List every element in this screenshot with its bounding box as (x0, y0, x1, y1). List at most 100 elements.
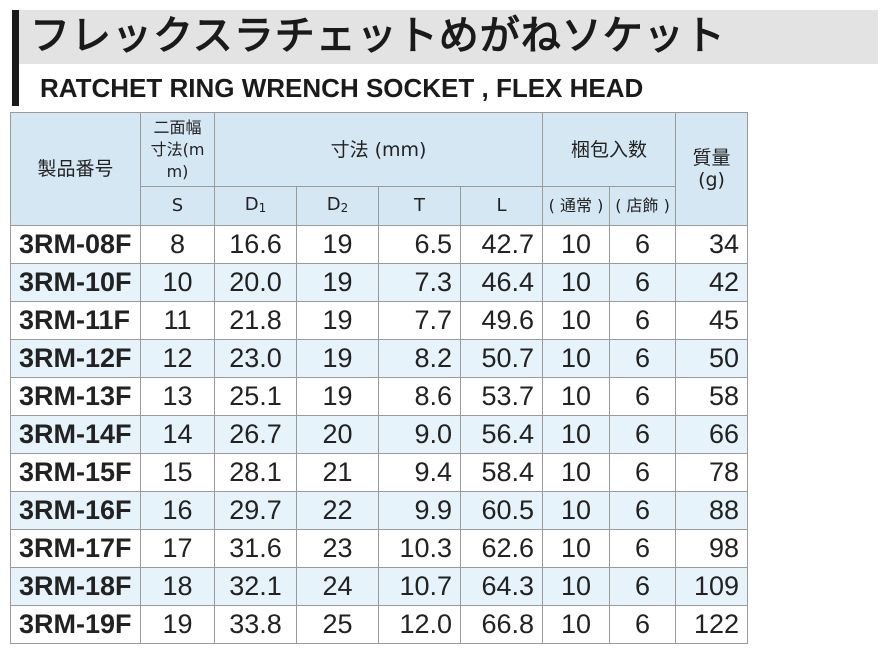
cell-qty-store: 6 (609, 377, 677, 416)
header-d1-letter: D (244, 193, 259, 215)
cell-weight: 78 (675, 453, 749, 492)
cell-d2: 24 (296, 567, 379, 606)
header-t: T (378, 186, 461, 226)
cell-weight: 109 (675, 567, 749, 606)
cell-s: 18 (140, 567, 215, 606)
cell-t: 8.6 (378, 377, 461, 416)
table-row: 3RM-18F 18 32.1 24 10.7 64.3 10 6 109 (10, 567, 749, 606)
cell-qty-normal: 10 (542, 605, 611, 644)
cell-s: 15 (140, 453, 215, 492)
table-row: 3RM-08F 8 16.6 19 6.5 42.7 10 6 34 (10, 225, 749, 264)
cell-qty-normal: 10 (542, 301, 611, 340)
cell-qty-store: 6 (609, 529, 677, 568)
cell-d2: 25 (296, 605, 379, 644)
cell-d1: 21.8 (214, 301, 297, 340)
cell-product-code: 3RM-16F (10, 491, 141, 530)
cell-qty-store: 6 (609, 605, 677, 644)
table-row: 3RM-19F 19 33.8 25 12.0 66.8 10 6 122 (10, 605, 749, 644)
header-width-across-flats-label: 二面幅寸法(mm) (150, 117, 205, 181)
cell-product-code: 3RM-15F (10, 453, 141, 492)
cell-qty-store: 6 (609, 339, 677, 378)
cell-t: 7.3 (378, 263, 461, 302)
page-title: フレックスラチェットめがねソケット (30, 13, 726, 59)
table-row: 3RM-16F 16 29.7 22 9.9 60.5 10 6 88 (10, 491, 749, 530)
spec-table: 製品番号 二面幅寸法(mm) 寸法 (mm) 梱包入数 質量(g) S D1 D… (10, 112, 749, 644)
header-d1-subscript: 1 (258, 200, 267, 215)
cell-d1: 23.0 (214, 339, 297, 378)
page-subtitle: RATCHET RING WRENCH SOCKET , FLEX HEAD (40, 73, 644, 103)
cell-d1: 29.7 (214, 491, 297, 530)
cell-qty-store: 6 (609, 453, 677, 492)
cell-weight: 45 (675, 301, 749, 340)
cell-product-code: 3RM-18F (10, 567, 141, 606)
cell-weight: 42 (675, 263, 749, 302)
cell-d2: 19 (296, 339, 379, 378)
cell-t: 9.9 (378, 491, 461, 530)
cell-product-code: 3RM-17F (10, 529, 141, 568)
cell-l: 58.4 (459, 453, 544, 492)
header-d2-letter: D (326, 193, 341, 215)
cell-d2: 19 (296, 301, 379, 340)
cell-product-code: 3RM-14F (10, 415, 141, 454)
cell-qty-normal: 10 (542, 567, 611, 606)
cell-qty-normal: 10 (542, 491, 611, 530)
cell-weight: 66 (675, 415, 749, 454)
header-store: ( 店飾 ) (609, 186, 677, 226)
cell-d1: 31.6 (214, 529, 297, 568)
table-row: 3RM-11F 11 21.8 19 7.7 49.6 10 6 45 (10, 301, 749, 340)
cell-weight: 34 (675, 225, 749, 264)
cell-qty-store: 6 (609, 225, 677, 264)
cell-s: 14 (140, 415, 215, 454)
cell-d2: 19 (296, 263, 379, 302)
table-row: 3RM-15F 15 28.1 21 9.4 58.4 10 6 78 (10, 453, 749, 492)
cell-qty-normal: 10 (542, 339, 611, 378)
cell-l: 49.6 (459, 301, 544, 340)
cell-weight: 58 (675, 377, 749, 416)
cell-product-code: 3RM-19F (10, 605, 141, 644)
cell-s: 16 (140, 491, 215, 530)
cell-weight: 50 (675, 339, 749, 378)
cell-product-code: 3RM-12F (10, 339, 141, 378)
cell-qty-normal: 10 (542, 529, 611, 568)
cell-l: 62.6 (459, 529, 544, 568)
cell-s: 17 (140, 529, 215, 568)
table-row: 3RM-17F 17 31.6 23 10.3 62.6 10 6 98 (10, 529, 749, 568)
cell-s: 13 (140, 377, 215, 416)
cell-l: 64.3 (459, 567, 544, 606)
cell-qty-normal: 10 (542, 415, 611, 454)
cell-d1: 25.1 (214, 377, 297, 416)
table-row: 3RM-13F 13 25.1 19 8.6 53.7 10 6 58 (10, 377, 749, 416)
cell-s: 12 (140, 339, 215, 378)
cell-t: 9.4 (378, 453, 461, 492)
cell-weight: 98 (675, 529, 749, 568)
cell-l: 46.4 (459, 263, 544, 302)
cell-d2: 19 (296, 377, 379, 416)
cell-qty-normal: 10 (542, 453, 611, 492)
header-weight: 質量(g) (675, 112, 749, 226)
cell-d1: 16.6 (214, 225, 297, 264)
cell-weight: 122 (675, 605, 749, 644)
cell-d1: 33.8 (214, 605, 297, 644)
cell-d1: 28.1 (214, 453, 297, 492)
cell-t: 7.7 (378, 301, 461, 340)
cell-d1: 32.1 (214, 567, 297, 606)
title-accent-bar (12, 10, 19, 106)
cell-product-code: 3RM-11F (10, 301, 141, 340)
table-row: 3RM-10F 10 20.0 19 7.3 46.4 10 6 42 (10, 263, 749, 302)
header-package-qty: 梱包入数 (542, 112, 677, 187)
cell-d1: 20.0 (214, 263, 297, 302)
cell-t: 10.7 (378, 567, 461, 606)
header-d1: D1 (214, 186, 297, 226)
cell-qty-store: 6 (609, 301, 677, 340)
cell-qty-store: 6 (609, 415, 677, 454)
cell-l: 42.7 (459, 225, 544, 264)
header-l: L (459, 186, 544, 226)
header-product-code: 製品番号 (10, 112, 141, 226)
header-d2-subscript: 2 (340, 200, 349, 215)
cell-l: 56.4 (459, 415, 544, 454)
cell-product-code: 3RM-13F (10, 377, 141, 416)
header-dimensions: 寸法 (mm) (213, 112, 544, 187)
header-width-across-flats: 二面幅寸法(mm) (140, 112, 215, 187)
header-normal: ( 通常 ) (542, 186, 611, 226)
cell-qty-normal: 10 (542, 225, 611, 264)
